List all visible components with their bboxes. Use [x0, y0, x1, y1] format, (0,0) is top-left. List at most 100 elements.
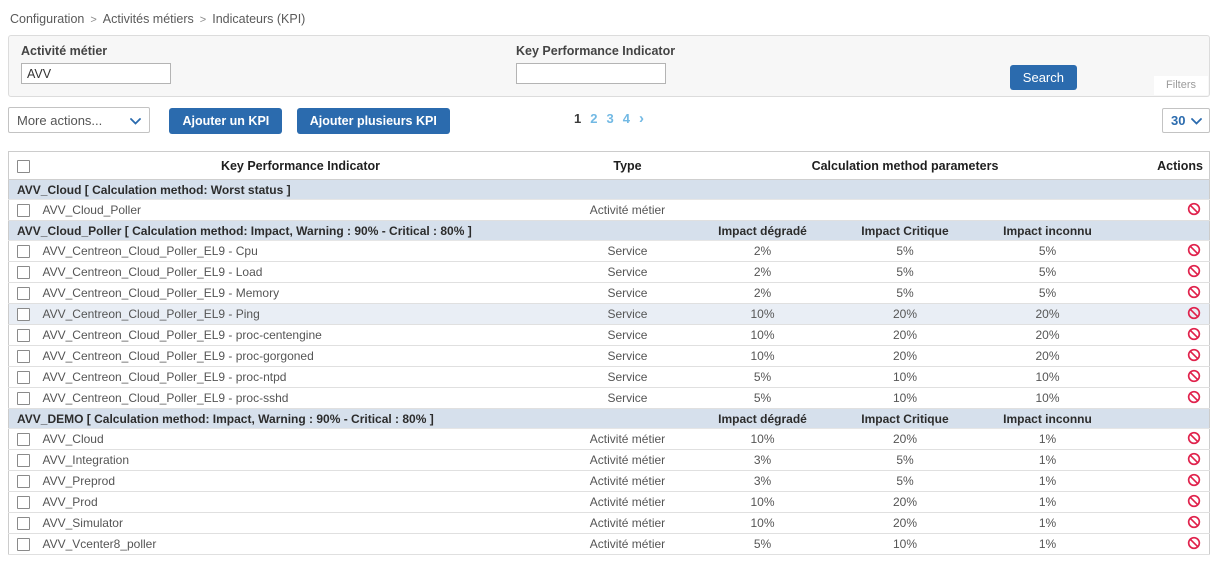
- kpi-filter-label: Key Performance Indicator: [516, 44, 676, 58]
- impact-value: 5%: [832, 240, 978, 262]
- row-checkbox[interactable]: [17, 538, 30, 552]
- delete-ban-icon[interactable]: [1187, 515, 1201, 532]
- impact-value: 10%: [977, 366, 1118, 388]
- kpi-name: AVV_Integration: [38, 449, 563, 471]
- table-row: AVV_Centreon_Cloud_Poller_EL9 - proc-cen…: [8, 324, 1210, 346]
- impact-header: Impact Critique: [832, 408, 978, 429]
- delete-ban-icon[interactable]: [1187, 348, 1201, 365]
- toolbar: More actions... Ajouter un KPI Ajouter p…: [8, 107, 1210, 134]
- delete-ban-icon[interactable]: [1187, 473, 1201, 490]
- group-header-row: AVV_Cloud_Poller [ Calculation method: I…: [8, 220, 1210, 241]
- row-checkbox[interactable]: [17, 496, 30, 510]
- row-checkbox[interactable]: [17, 204, 30, 218]
- breadcrumb-configuration[interactable]: Configuration: [10, 12, 85, 26]
- breadcrumb-indicateurs-kpi[interactable]: Indicateurs (KPI): [212, 12, 306, 26]
- row-checkbox[interactable]: [17, 245, 30, 259]
- delete-ban-icon[interactable]: [1187, 306, 1201, 323]
- pagination-page-1[interactable]: 1: [574, 111, 582, 126]
- impact-value: 1%: [977, 533, 1118, 555]
- kpi-name: AVV_Preprod: [38, 470, 563, 492]
- header-type: Type: [562, 151, 693, 180]
- impact-value: 20%: [977, 345, 1118, 367]
- delete-ban-icon[interactable]: [1187, 369, 1201, 386]
- delete-ban-icon[interactable]: [1187, 452, 1201, 469]
- kpi-name: AVV_Centreon_Cloud_Poller_EL9 - proc-ssh…: [38, 387, 563, 409]
- impact-value: 20%: [977, 303, 1118, 325]
- breadcrumb-separator: >: [199, 14, 207, 26]
- table-row: AVV_Centreon_Cloud_Poller_EL9 - proc-ssh…: [8, 387, 1210, 409]
- row-checkbox[interactable]: [17, 392, 30, 406]
- table-row: AVV_Centreon_Cloud_Poller_EL9 - Ping Ser…: [8, 303, 1210, 325]
- kpi-type: Activité métier: [562, 470, 693, 492]
- impact-value: [692, 199, 833, 221]
- group-header-row: AVV_DEMO [ Calculation method: Impact, W…: [8, 408, 1210, 429]
- kpi-name: AVV_Centreon_Cloud_Poller_EL9 - proc-ntp…: [38, 366, 563, 388]
- filters-toggle[interactable]: Filters: [1154, 76, 1208, 95]
- impact-value: 5%: [692, 387, 833, 409]
- impact-header: Impact inconnu: [977, 220, 1118, 241]
- kpi-name: AVV_Cloud_Poller: [38, 199, 563, 221]
- delete-ban-icon[interactable]: [1187, 494, 1201, 511]
- impact-value: 10%: [692, 303, 833, 325]
- row-checkbox[interactable]: [17, 287, 30, 301]
- kpi-filter-field: Key Performance Indicator: [516, 44, 675, 84]
- pagination-page-2[interactable]: 2: [590, 111, 598, 126]
- row-checkbox[interactable]: [17, 475, 30, 489]
- row-checkbox[interactable]: [17, 308, 30, 322]
- delete-ban-icon[interactable]: [1187, 390, 1201, 407]
- kpi-name: AVV_Centreon_Cloud_Poller_EL9 - Load: [38, 261, 563, 283]
- kpi-name: AVV_Centreon_Cloud_Poller_EL9 - proc-cen…: [38, 324, 563, 346]
- select-all-checkbox[interactable]: [17, 159, 30, 173]
- impact-header: Impact inconnu: [977, 408, 1118, 429]
- group-title: AVV_DEMO [ Calculation method: Impact, W…: [8, 408, 693, 429]
- table-row: AVV_Centreon_Cloud_Poller_EL9 - Memory S…: [8, 282, 1210, 304]
- delete-ban-icon[interactable]: [1187, 431, 1201, 448]
- impact-value: 10%: [692, 491, 833, 513]
- pagination-page-4[interactable]: 4: [622, 111, 630, 126]
- delete-ban-icon[interactable]: [1187, 327, 1201, 344]
- pagination-page-3[interactable]: 3: [606, 111, 614, 126]
- row-checkbox[interactable]: [17, 329, 30, 343]
- impact-header: [977, 179, 1118, 200]
- impact-value: [832, 199, 978, 221]
- row-checkbox[interactable]: [17, 371, 30, 385]
- activity-filter-input[interactable]: [21, 63, 171, 84]
- impact-value: 1%: [977, 428, 1118, 450]
- impact-value: 10%: [692, 345, 833, 367]
- impact-value: 1%: [977, 470, 1118, 492]
- delete-ban-icon[interactable]: [1187, 202, 1201, 219]
- kpi-type: Activité métier: [562, 512, 693, 534]
- breadcrumb-activites-metiers[interactable]: Activités métiers: [102, 12, 194, 26]
- impact-header: [832, 179, 978, 200]
- chevron-down-icon: [130, 113, 141, 128]
- row-checkbox[interactable]: [17, 517, 30, 531]
- kpi-type: Service: [562, 366, 693, 388]
- impact-header: [692, 179, 833, 200]
- table-row: AVV_Centreon_Cloud_Poller_EL9 - Load Ser…: [8, 261, 1210, 283]
- delete-ban-icon[interactable]: [1187, 243, 1201, 260]
- page-size-select[interactable]: 30: [1162, 108, 1210, 133]
- delete-ban-icon[interactable]: [1187, 285, 1201, 302]
- pagination-next-icon[interactable]: ›: [638, 110, 644, 127]
- activity-filter-label: Activité métier: [21, 44, 108, 58]
- delete-ban-icon[interactable]: [1187, 264, 1201, 281]
- row-checkbox[interactable]: [17, 350, 30, 364]
- table-row: AVV_Preprod Activité métier 3% 5% 1%: [8, 470, 1210, 492]
- breadcrumb: Configuration > Activités métiers > Indicate…: [0, 0, 1218, 35]
- kpi-type: Service: [562, 324, 693, 346]
- row-checkbox[interactable]: [17, 454, 30, 468]
- row-checkbox[interactable]: [17, 433, 30, 447]
- group-title: AVV_Cloud_Poller [ Calculation method: I…: [8, 220, 693, 241]
- kpi-filter-input[interactable]: [516, 63, 666, 84]
- add-multiple-kpi-button[interactable]: Ajouter plusieurs KPI: [296, 107, 450, 134]
- kpi-type: Service: [562, 240, 693, 262]
- group-header-row: AVV_Cloud [ Calculation method: Worst st…: [8, 179, 1210, 200]
- row-checkbox[interactable]: [17, 266, 30, 280]
- impact-value: 10%: [692, 428, 833, 450]
- more-actions-select[interactable]: More actions...: [8, 107, 150, 133]
- delete-ban-icon[interactable]: [1187, 536, 1201, 553]
- search-button[interactable]: Search: [1009, 65, 1077, 90]
- add-kpi-button[interactable]: Ajouter un KPI: [169, 107, 283, 134]
- impact-value: 20%: [832, 512, 978, 534]
- table-row: AVV_Cloud_Poller Activité métier: [8, 199, 1210, 221]
